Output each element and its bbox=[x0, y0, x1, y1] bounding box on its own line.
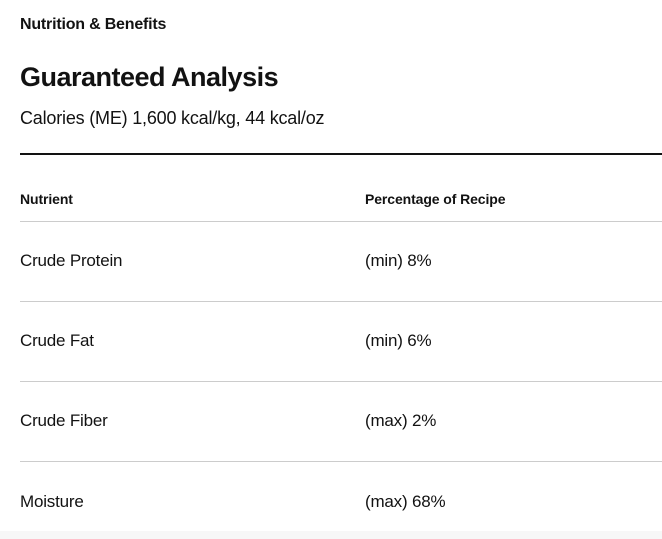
table-row: Crude Fiber (max) 2% bbox=[20, 382, 662, 462]
nutrient-cell: Moisture bbox=[20, 491, 84, 511]
nutrient-cell: Crude Protein bbox=[20, 251, 123, 271]
value-cell: (min) 6% bbox=[365, 331, 432, 351]
table-row: Moisture (max) 68% bbox=[20, 462, 662, 539]
value-cell: (max) 68% bbox=[365, 491, 446, 511]
nutrient-cell: Crude Fat bbox=[20, 331, 94, 351]
calories-line: Calories (ME) 1,600 kcal/kg, 44 kcal/oz bbox=[20, 108, 325, 128]
column-header-percentage: Percentage of Recipe bbox=[365, 190, 506, 207]
column-header-nutrient: Nutrient bbox=[20, 190, 73, 207]
table-row: Crude Fat (min) 6% bbox=[20, 302, 662, 382]
value-cell: (max) 2% bbox=[365, 411, 437, 431]
value-cell: (min) 8% bbox=[365, 251, 432, 271]
guaranteed-analysis-table: Nutrient Percentage of Recipe Crude Prot… bbox=[20, 153, 662, 539]
table-header-row: Nutrient Percentage of Recipe bbox=[20, 155, 662, 222]
section-eyebrow-heading: Nutrition & Benefits bbox=[20, 16, 167, 33]
table-row: Crude Protein (min) 8% bbox=[20, 222, 662, 302]
next-section-divider bbox=[0, 531, 662, 539]
nutrient-cell: Crude Fiber bbox=[20, 411, 108, 431]
guaranteed-analysis-title: Guaranteed Analysis bbox=[20, 62, 279, 92]
